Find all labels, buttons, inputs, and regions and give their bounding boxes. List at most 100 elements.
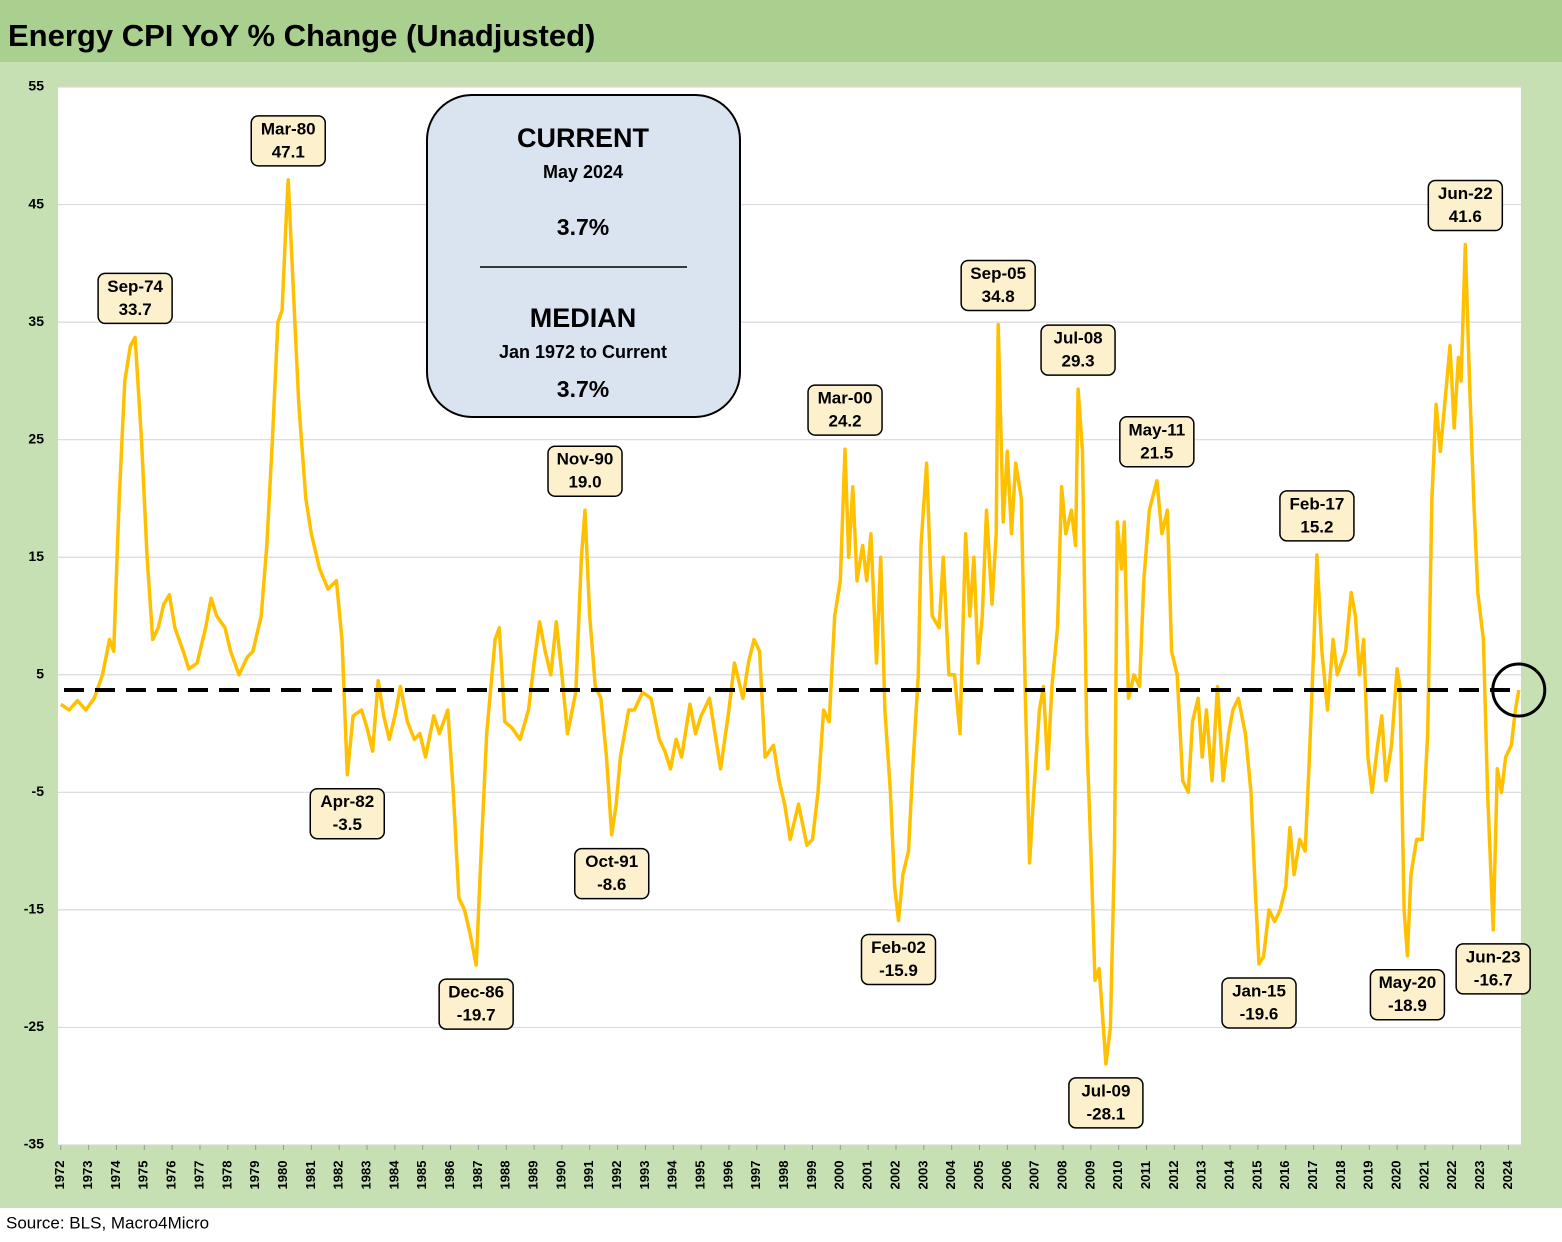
annotation-box [1221,977,1297,1029]
annotation-value: -18.9 [1388,996,1427,1015]
annotation-date: Jun-23 [1466,947,1521,966]
annotation-date: Nov-90 [557,450,614,469]
annotation-box [309,787,386,840]
x-tick-label: 2018 [1333,1161,1348,1190]
current-title: CURRENT [517,123,650,153]
x-tick-label: 1978 [219,1161,234,1190]
annotations: Sep-74 33.7 Mar-80 47.1 Apr-82 -3.5 Dec-86 -19.… [97,115,1531,1129]
current-date: May 2024 [543,162,623,182]
annotation-box [1369,968,1446,1021]
x-tick-label: 2000 [832,1161,847,1190]
annotation-box [807,384,883,436]
x-tick-label: 2024 [1500,1160,1515,1190]
annotation-box [960,259,1036,312]
x-tick-label: 1991 [581,1161,596,1190]
lines [59,178,1547,1066]
y-tick-label: 5 [36,665,44,681]
x-tick-label: 1988 [498,1161,513,1190]
annotation-date: Apr-82 [320,792,374,811]
annotation-box [573,847,650,900]
x-tick-label: 2003 [915,1161,930,1190]
x-tick-label: 1982 [331,1161,346,1190]
annotation-value: 47.1 [272,142,305,161]
x-tick-label: 2013 [1194,1161,1209,1190]
x-tick-label: 1994 [665,1160,680,1190]
current-marker [1491,662,1547,718]
annotation-box [97,272,173,325]
annotation-box [1279,490,1355,542]
y-tick-label: 25 [28,430,44,446]
series-line [59,178,1521,1066]
x-tick-label: 2006 [999,1161,1014,1190]
x-tick-label: 2008 [1054,1161,1069,1190]
x-tick-label: 2017 [1305,1161,1320,1190]
annotation-value: 33.7 [119,300,152,319]
x-tick-label: 1998 [776,1161,791,1190]
y-tick-label: 45 [28,195,44,211]
annotation-box [1119,416,1195,468]
x-tick-label: 2012 [1166,1161,1181,1190]
y-tick-label: -25 [24,1018,44,1034]
x-tick-label: 2002 [887,1161,902,1190]
x-tick-label: 1980 [275,1161,290,1190]
median-title: MEDIAN [530,303,637,333]
annotation-value: 41.6 [1449,207,1482,226]
chart-title: Energy CPI YoY % Change (Unadjusted) [8,18,595,53]
x-tick-label: 1995 [693,1161,708,1190]
x-tick-label: 2015 [1249,1161,1264,1190]
y-tick-label: -5 [32,783,45,799]
source-band [0,1208,1562,1242]
annotation-date: Jul-09 [1081,1081,1130,1100]
annotation-value: -28.1 [1087,1104,1126,1123]
y-tick-label: -35 [24,1136,44,1152]
x-tick-label: 1990 [553,1161,568,1190]
annotation-value: 34.8 [982,287,1015,306]
annotation-date: Feb-02 [871,938,926,957]
x-tick-label: 2010 [1110,1161,1125,1190]
annotation-date: May-11 [1128,420,1185,439]
x-tick-label: 2019 [1361,1161,1376,1190]
annotation-value: -19.6 [1240,1004,1279,1023]
annotation-box [250,115,326,167]
x-tick-label: 2009 [1082,1161,1097,1190]
y-tick-label: -15 [24,901,44,917]
x-tick-label: 2014 [1222,1160,1237,1190]
x-tick-label: 1976 [164,1161,179,1190]
annotation-date: Jun-22 [1438,184,1493,203]
x-tick-label: 1996 [720,1161,735,1190]
y-tick-label: 55 [28,78,44,94]
x-tick-label: 1983 [358,1161,373,1190]
x-tick-label: 2022 [1444,1161,1459,1190]
x-tick-label: 1992 [609,1161,624,1190]
x-tick-label: 1975 [136,1161,151,1190]
x-tick-label: 2016 [1277,1161,1292,1190]
annotation-box [1455,943,1531,995]
x-tick-label: 1972 [52,1161,67,1190]
annotation-date: Dec-86 [448,983,504,1002]
x-tick-label: 1984 [386,1160,401,1190]
annotation-box [547,445,623,497]
annotation-value: -15.9 [879,961,918,980]
x-tick-label: 2021 [1416,1161,1431,1190]
x-tick-label: 1979 [247,1161,262,1190]
median-period: Jan 1972 to Current [499,342,667,362]
annotation-box [860,933,937,986]
x-tick-label: 1999 [804,1161,819,1190]
annotation-value: 15.2 [1300,517,1333,536]
plot-area [58,87,1521,1145]
info-box [426,94,741,418]
annotation-date: May-20 [1379,973,1437,992]
annotation-value: -19.7 [457,1006,496,1025]
annotation-date: Feb-17 [1290,494,1345,513]
title-band [0,0,1562,62]
annotation-date: Jul-08 [1053,329,1102,348]
annotation-date: Oct-91 [585,852,638,871]
x-tick-label: 1993 [637,1161,652,1190]
current-value: 3.7% [557,214,609,240]
median-value: 3.7% [557,376,609,402]
annotation-date: Mar-80 [261,119,316,138]
annotation-value: -3.5 [333,815,362,834]
x-tick-label: 1986 [442,1161,457,1190]
x-tick-label: 1989 [526,1161,541,1190]
